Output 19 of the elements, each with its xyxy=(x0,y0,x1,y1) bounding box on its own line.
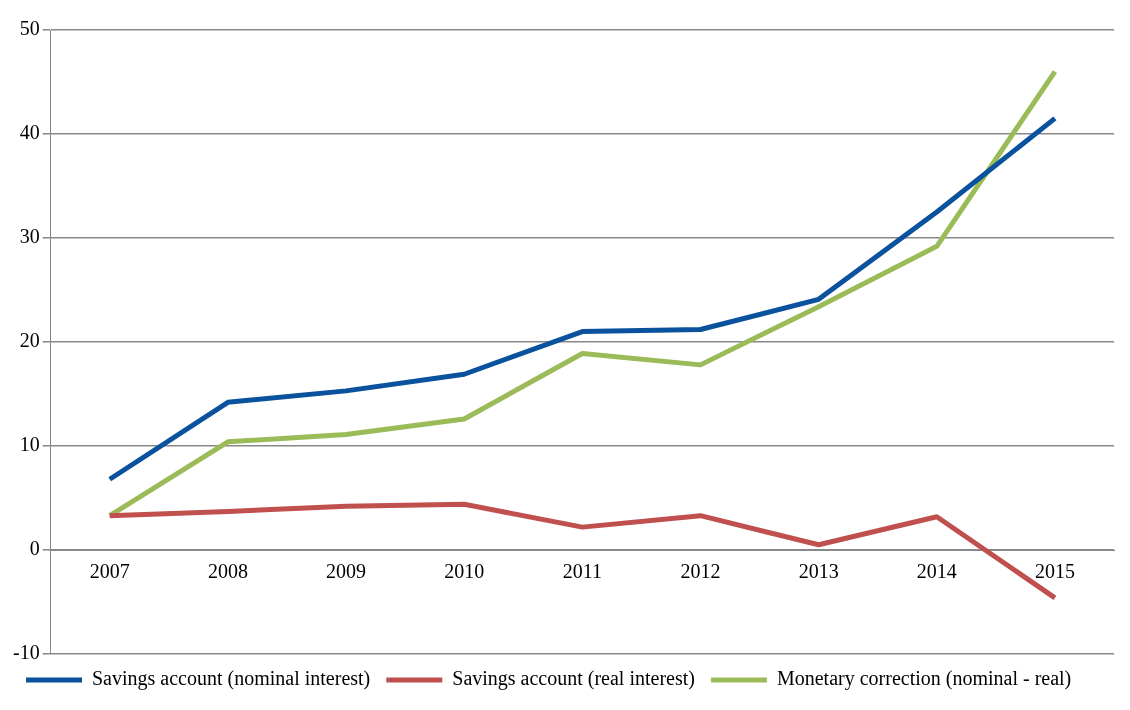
x-tick-label: 2015 xyxy=(1034,560,1075,583)
y-tick-label: 40 xyxy=(19,121,40,144)
legend-label: Savings account (real interest) xyxy=(452,667,695,691)
x-tick-label: 2010 xyxy=(444,560,485,583)
x-tick-label: 2007 xyxy=(89,560,130,583)
y-tick-label: 50 xyxy=(19,17,40,40)
x-tick-label: 2014 xyxy=(916,560,957,583)
x-tick-label: 2013 xyxy=(798,560,839,583)
x-tick-label: 2011 xyxy=(562,560,602,583)
y-tick-label: 20 xyxy=(19,329,40,352)
y-tick-label: 10 xyxy=(19,433,40,456)
x-tick-label: 2009 xyxy=(326,560,367,583)
y-tick-label: 0 xyxy=(29,537,40,560)
x-tick-label: 2012 xyxy=(680,560,721,583)
y-tick-label: 30 xyxy=(19,225,40,248)
legend-label: Savings account (nominal interest) xyxy=(92,667,371,691)
y-tick-label: -10 xyxy=(12,641,40,664)
legend-label: Monetary correction (nominal - real) xyxy=(776,667,1072,691)
x-tick-label: 2008 xyxy=(207,560,248,583)
